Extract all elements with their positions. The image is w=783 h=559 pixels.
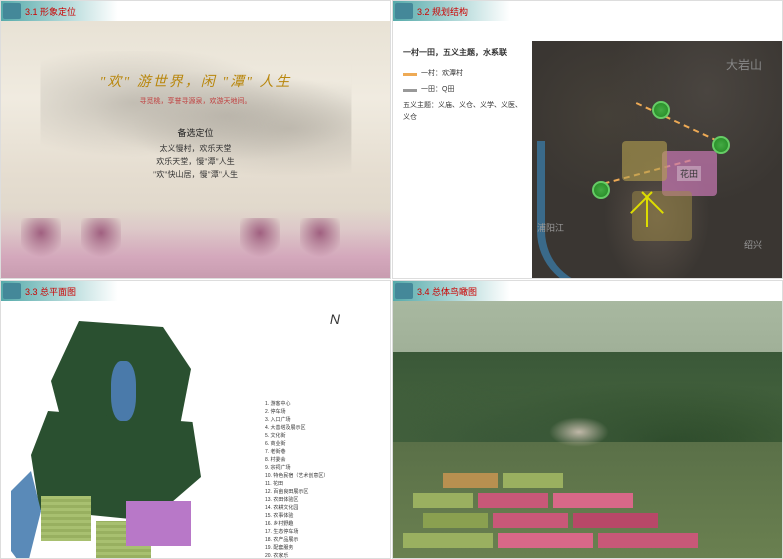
tree-icon — [81, 218, 121, 268]
plan-legend: 1. 游客中心2. 停车场3. 入口广场4. 大善塔及展示区5. 文化街6. 商… — [265, 401, 385, 559]
river-icon — [537, 141, 617, 279]
water-body — [111, 361, 136, 421]
landscape-bg: "欢" 游世界，闲 "潭" 人生 寻觅桃，享誉寻源泉，欢游天地间。 备选定位 太… — [1, 21, 390, 278]
legend-item: 1. 游客中心 — [265, 401, 385, 408]
field-plot — [498, 533, 593, 548]
structure-map: 大岩山 浦阳江 绍兴 花田 — [532, 41, 782, 279]
header-icon — [3, 283, 21, 299]
zone-farm — [632, 191, 692, 241]
legend-item: 19. 配套服务 — [265, 545, 385, 552]
field-grid — [393, 468, 782, 558]
river-label: 浦阳江 — [537, 221, 564, 234]
legend-row: 五义主题：义庙、义仓、义学、义医、义仓 — [403, 100, 523, 125]
legend-item: 7. 老街巷 — [265, 449, 385, 456]
master-plan-map — [11, 321, 241, 559]
compass-icon: N — [330, 311, 340, 327]
flower-zone — [126, 501, 191, 546]
legend-item: 12. 百亩良田展示区 — [265, 489, 385, 496]
panel-header: 3.1 形象定位 — [1, 1, 390, 21]
legend-item: 6. 商业街 — [265, 441, 385, 448]
header-title: 3.1 形象定位 — [25, 5, 76, 18]
node-icon — [652, 101, 670, 119]
structure-legend: 一村一田，五义主题，水系联 一村：欢潭村 一田：Q田 五义主题：义庙、义仓、义学… — [403, 46, 523, 128]
field-plot — [403, 533, 493, 548]
legend-item: 3. 入口广场 — [265, 417, 385, 424]
legend-item: 17. 生态停车场 — [265, 529, 385, 536]
main-slogan: "欢" 游世界，闲 "潭" 人生 — [1, 71, 390, 91]
arrow-icon — [646, 197, 648, 227]
box-line: "欢"快山居，慢"潭"人生 — [153, 169, 238, 182]
panel-master-plan: 3.3 总平面图 N 1. 游客中心2. 停车场3. 入口广场4. 大善塔及展示… — [0, 280, 391, 559]
legend-item: 5. 文化街 — [265, 433, 385, 440]
legend-item: 2. 停车场 — [265, 409, 385, 416]
legend-item: 18. 农产品展示 — [265, 537, 385, 544]
legend-item: 16. 乡村野趣 — [265, 521, 385, 528]
field-plot — [413, 493, 473, 508]
legend-item: 14. 农耕文化园 — [265, 505, 385, 512]
node-icon — [712, 136, 730, 154]
field-plot — [598, 533, 698, 548]
legend-item: 10. 特色民宿（艺术创意区） — [265, 473, 385, 480]
panel-header: 3.3 总平面图 — [1, 281, 390, 301]
header-icon — [395, 3, 413, 19]
legend-text: 五义主题：义庙、义仓、义学、义医、义仓 — [403, 100, 523, 125]
field-plot — [423, 513, 488, 528]
subtitle: 寻觅桃，享誉寻源泉，欢游天地间。 — [1, 96, 390, 106]
aerial-render — [393, 301, 782, 558]
field-plot — [478, 493, 548, 508]
tree-icon — [21, 218, 61, 268]
village-cluster — [549, 417, 609, 447]
field-plot — [503, 473, 563, 488]
legend-text: 一田：Q田 — [421, 84, 454, 97]
header-icon — [3, 3, 21, 19]
field-plot — [443, 473, 498, 488]
legend-row: 一村：欢潭村 — [403, 68, 523, 81]
tree-icon — [300, 218, 340, 268]
header-title: 3.2 规划结构 — [417, 5, 468, 18]
legend-row: 一田：Q田 — [403, 84, 523, 97]
legend-text: 一村：欢潭村 — [421, 68, 463, 81]
legend-item: 20. 农家乐 — [265, 553, 385, 559]
legend-swatch — [403, 73, 417, 76]
field-plot — [573, 513, 658, 528]
field-plot — [553, 493, 633, 508]
panel-planning-structure: 3.2 规划结构 一村一田，五义主题，水系联 一村：欢潭村 一田：Q田 五义主题… — [392, 0, 783, 279]
panel-image-positioning: 3.1 形象定位 "欢" 游世界，闲 "潭" 人生 寻觅桃，享誉寻源泉，欢游天地… — [0, 0, 391, 279]
legend-swatch — [403, 89, 417, 92]
legend-item: 8. 村委会 — [265, 457, 385, 464]
zone-village — [622, 141, 667, 181]
structure-content: 一村一田，五义主题，水系联 一村：欢潭村 一田：Q田 五义主题：义庙、义仓、义学… — [393, 21, 782, 278]
legend-item: 15. 农事体验 — [265, 513, 385, 520]
header-icon — [395, 283, 413, 299]
header-title: 3.4 总体鸟瞰图 — [417, 285, 477, 298]
legend-item: 11. 花田 — [265, 481, 385, 488]
field-plot — [493, 513, 568, 528]
node-icon — [592, 181, 610, 199]
mountain-label: 大岩山 — [726, 56, 762, 73]
area-label: 绍兴 — [744, 238, 762, 251]
farmland-zone — [41, 496, 91, 541]
tree-icon — [240, 218, 280, 268]
legend-item: 4. 大善塔及展示区 — [265, 425, 385, 432]
flower-field-label: 花田 — [677, 166, 701, 181]
box-title: 备选定位 — [153, 126, 238, 140]
header-title: 3.3 总平面图 — [25, 285, 76, 298]
legend-item: 13. 农田体验区 — [265, 497, 385, 504]
box-line: 欢乐天堂，慢"潭"人生 — [153, 156, 238, 169]
box-line: 太义慢村，欢乐天堂 — [153, 143, 238, 156]
panel-aerial-view: 3.4 总体鸟瞰图 — [392, 280, 783, 559]
plan-content: N 1. 游客中心2. 停车场3. 入口广场4. 大善塔及展示区5. 文化街6.… — [1, 301, 390, 558]
panel-header: 3.2 规划结构 — [393, 1, 782, 21]
structure-title: 一村一田，五义主题，水系联 — [403, 46, 523, 60]
alternatives-box: 备选定位 太义慢村，欢乐天堂 欢乐天堂，慢"潭"人生 "欢"快山居，慢"潭"人生 — [153, 126, 238, 182]
panel-header: 3.4 总体鸟瞰图 — [393, 281, 782, 301]
legend-item: 9. 宗祠广场 — [265, 465, 385, 472]
